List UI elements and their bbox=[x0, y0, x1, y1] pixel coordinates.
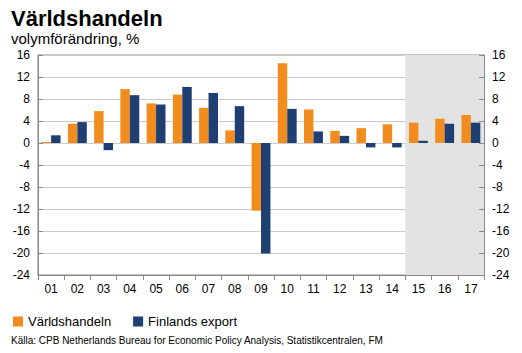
svg-text:12: 12 bbox=[17, 70, 31, 84]
svg-text:12: 12 bbox=[492, 70, 506, 84]
svg-text:volymförändring, %: volymförändring, % bbox=[11, 30, 139, 47]
svg-text:0: 0 bbox=[492, 136, 499, 150]
svg-text:09: 09 bbox=[254, 282, 268, 296]
svg-text:0: 0 bbox=[23, 136, 30, 150]
svg-text:-24: -24 bbox=[13, 268, 31, 282]
svg-text:03: 03 bbox=[97, 282, 111, 296]
svg-text:08: 08 bbox=[228, 282, 242, 296]
svg-text:Världshandeln: Världshandeln bbox=[11, 6, 163, 31]
svg-text:13: 13 bbox=[359, 282, 373, 296]
svg-text:4: 4 bbox=[23, 114, 30, 128]
svg-text:14: 14 bbox=[385, 282, 399, 296]
svg-text:-4: -4 bbox=[19, 158, 30, 172]
svg-text:-8: -8 bbox=[19, 180, 30, 194]
svg-text:16: 16 bbox=[438, 282, 452, 296]
svg-text:-16: -16 bbox=[13, 224, 31, 238]
svg-text:Källa: CPB Netherlands Bureau: Källa: CPB Netherlands Bureau for Econom… bbox=[11, 335, 383, 346]
svg-text:06: 06 bbox=[176, 282, 190, 296]
svg-text:04: 04 bbox=[123, 282, 137, 296]
svg-text:-12: -12 bbox=[13, 202, 31, 216]
svg-text:-20: -20 bbox=[492, 246, 510, 260]
svg-text:07: 07 bbox=[202, 282, 216, 296]
svg-text:-24: -24 bbox=[492, 268, 510, 282]
svg-text:15: 15 bbox=[412, 282, 426, 296]
svg-text:Finlands export: Finlands export bbox=[148, 314, 237, 329]
svg-text:11: 11 bbox=[307, 282, 320, 296]
svg-text:8: 8 bbox=[492, 92, 499, 106]
svg-text:02: 02 bbox=[71, 282, 85, 296]
svg-text:05: 05 bbox=[149, 282, 163, 296]
svg-text:-4: -4 bbox=[492, 158, 503, 172]
svg-text:4: 4 bbox=[492, 114, 499, 128]
svg-text:-8: -8 bbox=[492, 180, 503, 194]
svg-text:17: 17 bbox=[464, 282, 478, 296]
svg-text:16: 16 bbox=[17, 48, 31, 62]
svg-text:-12: -12 bbox=[492, 202, 510, 216]
svg-text:16: 16 bbox=[492, 48, 506, 62]
svg-text:12: 12 bbox=[333, 282, 347, 296]
svg-text:Världshandeln: Världshandeln bbox=[28, 314, 111, 329]
svg-text:8: 8 bbox=[23, 92, 30, 106]
svg-text:-16: -16 bbox=[492, 224, 510, 238]
svg-text:-20: -20 bbox=[13, 246, 31, 260]
svg-text:10: 10 bbox=[281, 282, 295, 296]
svg-text:01: 01 bbox=[44, 282, 58, 296]
